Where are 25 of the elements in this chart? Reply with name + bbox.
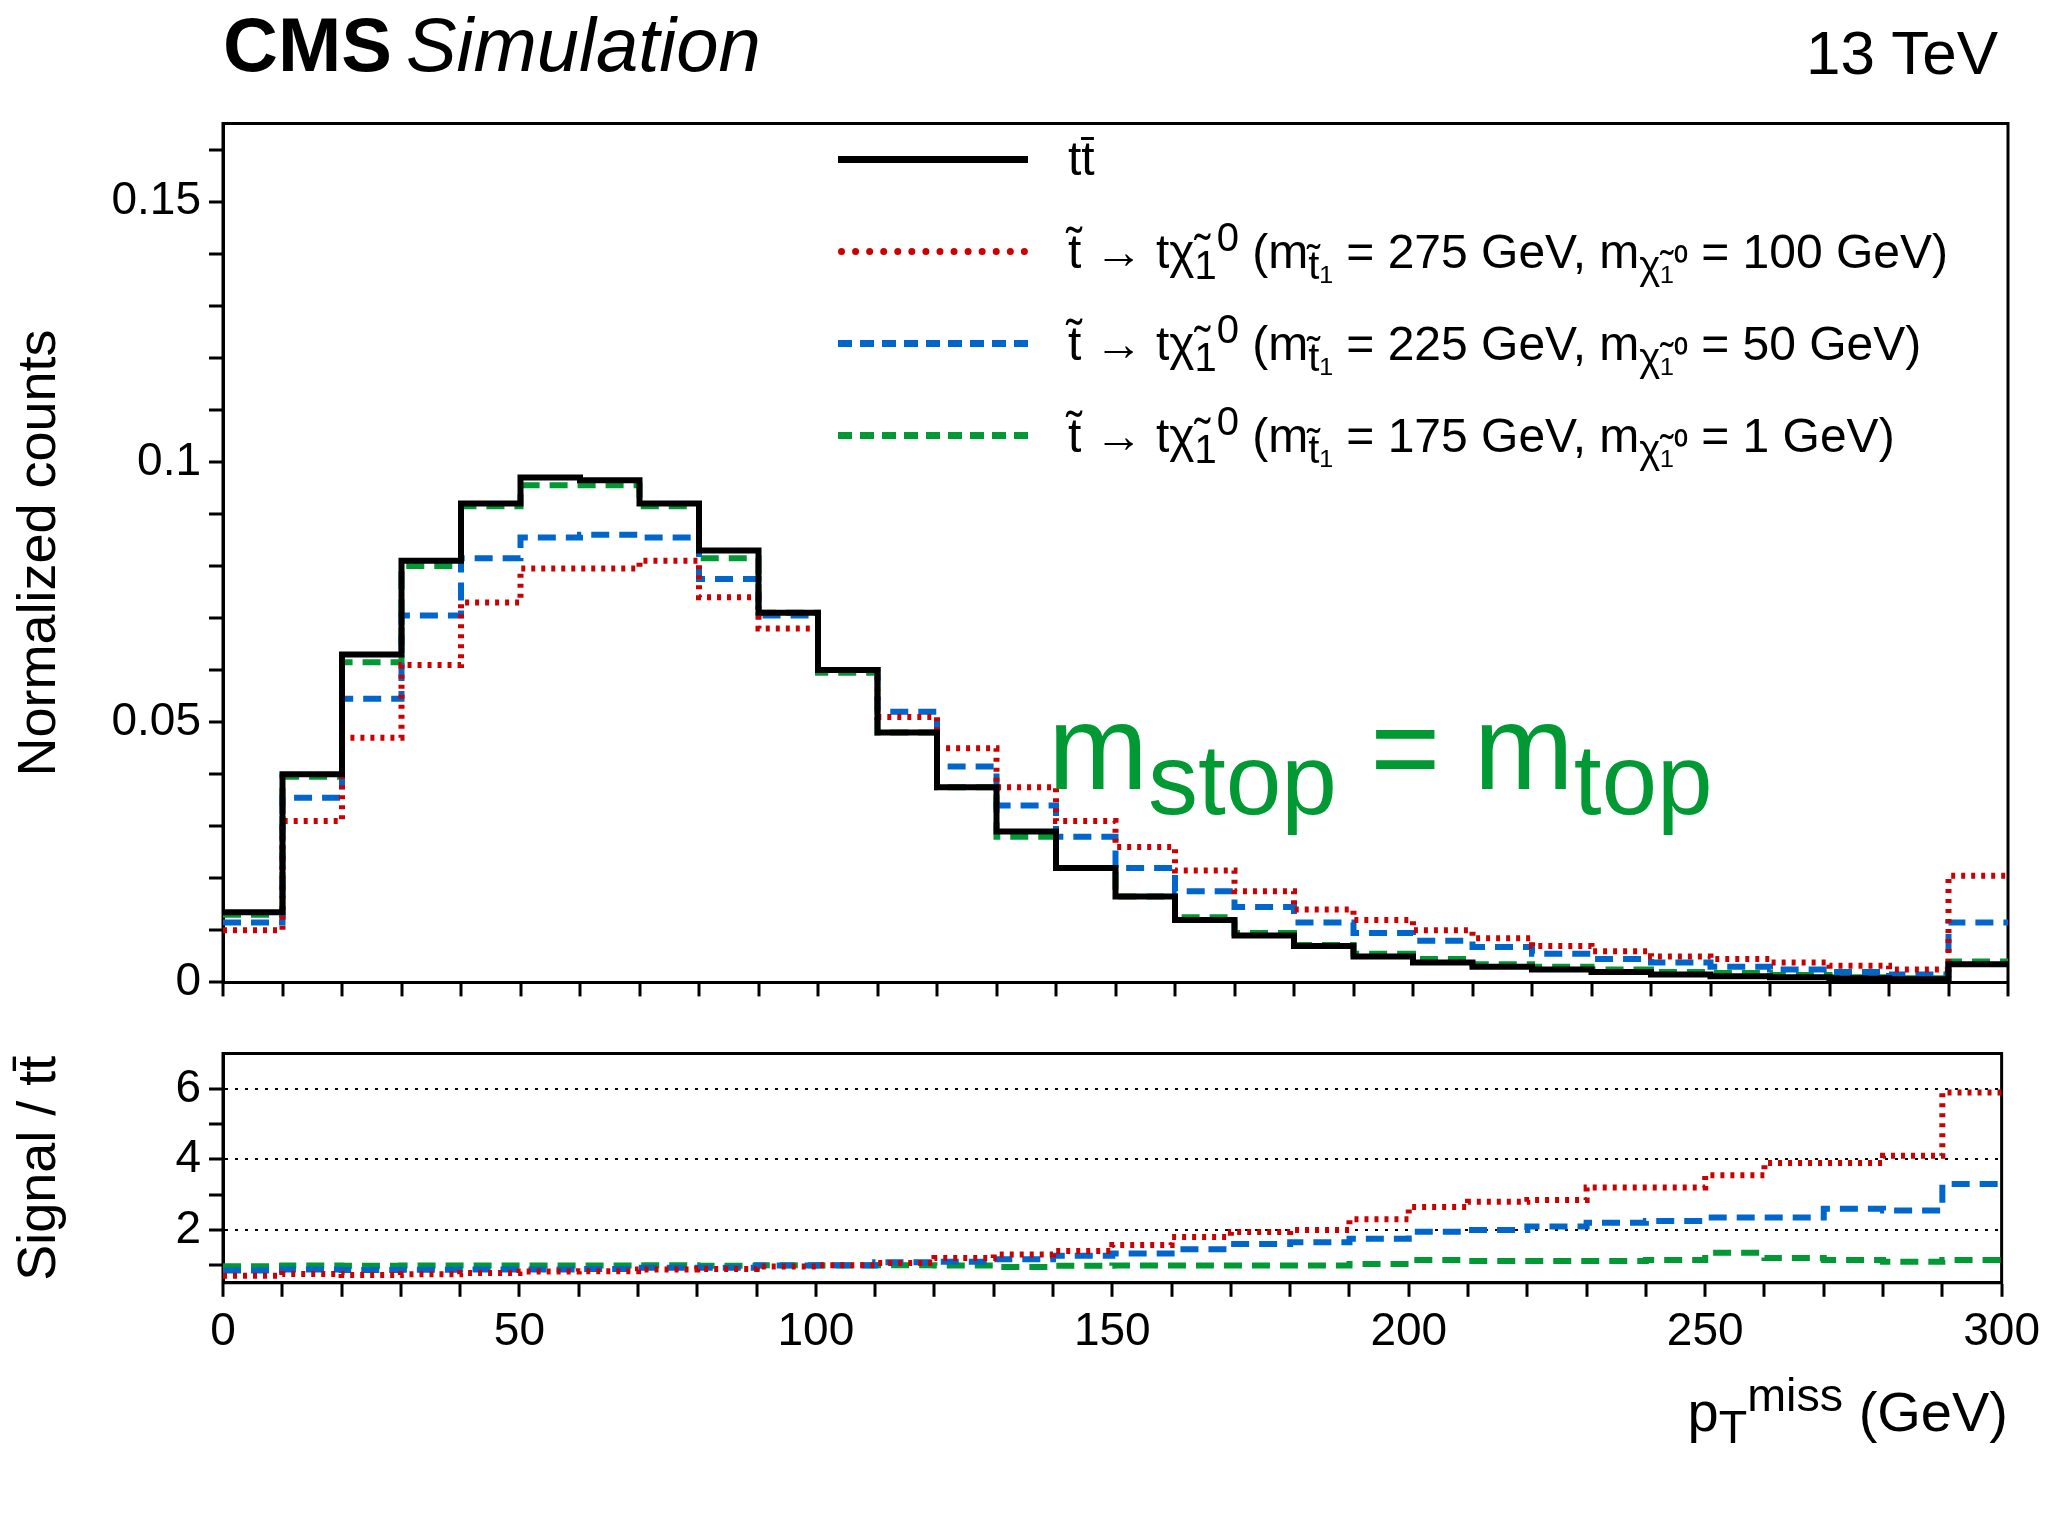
text: 13 TeV	[1806, 17, 1998, 88]
annotation: m$_{stop}$ = m$_{top}$	[1048, 679, 1713, 837]
x-axis-title: p$_{T}$$^{miss}$ (GeV)	[1687, 1368, 2008, 1454]
legend-label: t̃ → tχ̃$_{1}$$^{0}$ (m$_{t̃₁}$ = 175 GeV, m$_{χ̃₁⁰}$ = 1 GeV)	[1067, 399, 1895, 471]
y-axis-title: Signal / tt̄	[6, 1055, 67, 1281]
y-axis-title: Normalized counts	[6, 329, 67, 777]
x-tick-label: 0	[210, 1303, 236, 1356]
y-tick-label: 4	[175, 1130, 201, 1183]
y-tick-label: 0.05	[111, 692, 201, 745]
y-tick-label: 0.1	[137, 432, 201, 485]
x-tick-label: 100	[777, 1303, 855, 1356]
y-tick-label: 2	[175, 1200, 201, 1253]
x-tick-label: 150	[1073, 1303, 1151, 1356]
x-tick-label: 300	[1963, 1303, 2040, 1356]
x-tick-label: 200	[1370, 1303, 1448, 1356]
x-tick-label: 250	[1666, 1303, 1744, 1356]
legend-label: t̃ → tχ̃$_{1}$$^{0}$ (m$_{t̃₁}$ = 225 GeV, m$_{χ̃₁⁰}$ = 50 GeV)	[1067, 307, 1922, 379]
legend-label: tt̄	[1067, 131, 1095, 187]
chart-title: CMS	[223, 2, 392, 87]
chart-subtitle: Simulation	[405, 2, 761, 87]
x-tick-label: 50	[493, 1303, 546, 1356]
y-tick-label: 6	[175, 1059, 201, 1112]
y-tick-label: 0.15	[111, 172, 201, 225]
y-tick-label: 0	[175, 953, 201, 1006]
legend-label: t̃ → tχ̃$_{1}$$^{0}$ (m$_{t̃₁}$ = 275 GeV, m$_{χ̃₁⁰}$ = 100 GeV)	[1067, 215, 1948, 287]
